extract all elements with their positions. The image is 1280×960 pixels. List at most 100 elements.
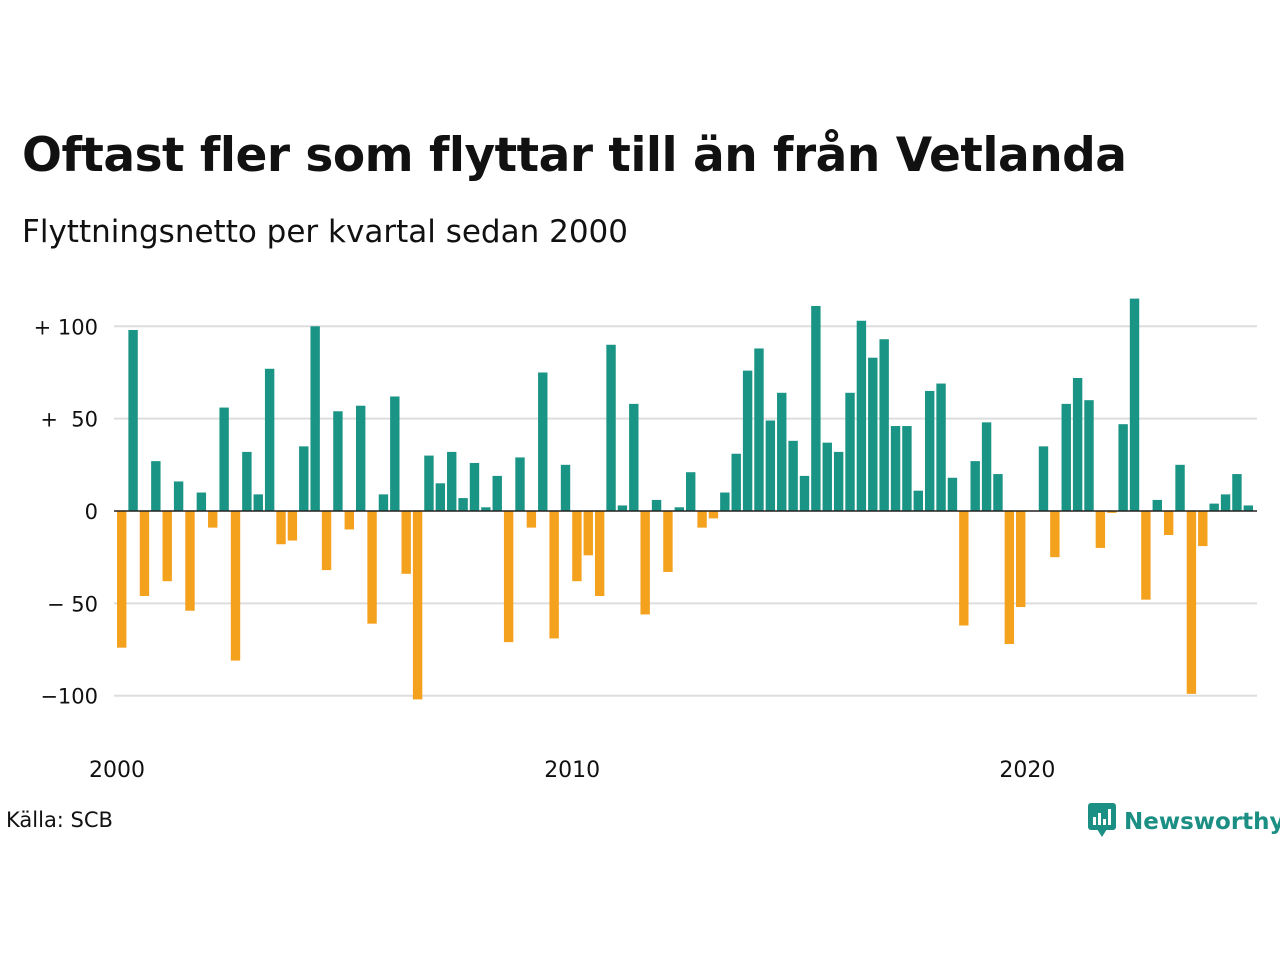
newsworthy-logo-icon [1088, 803, 1116, 841]
bar-positive [822, 442, 832, 511]
bar-negative [640, 511, 650, 615]
bar-positive [754, 348, 764, 511]
bar-positive [1175, 464, 1185, 511]
bar-positive [902, 426, 912, 511]
bar-positive [651, 499, 662, 511]
bar-negative [663, 511, 673, 572]
bar-positive [390, 396, 400, 511]
bar-positive [196, 492, 207, 511]
bar-positive [686, 472, 696, 511]
bar-positive [333, 411, 343, 511]
bar-positive [469, 462, 480, 511]
x-tick-label: 2000 [89, 758, 145, 783]
bar-positive [560, 464, 571, 511]
bar-positive [742, 370, 753, 511]
bar-positive [993, 474, 1003, 511]
bar-positive [845, 392, 855, 511]
source-note: Källa: SCB [6, 808, 113, 832]
brand-name: Newsworthy [1124, 809, 1280, 835]
bar-negative [208, 511, 218, 528]
bar-negative [230, 511, 241, 661]
bar-positive [481, 507, 491, 511]
bar-negative [549, 511, 559, 639]
bar-positive [538, 372, 548, 511]
bar-positive [731, 453, 741, 511]
bar-positive [811, 305, 821, 511]
bar-positive [378, 494, 389, 511]
bar-positive [435, 483, 446, 511]
bar-positive [856, 320, 867, 511]
bar-positive [458, 498, 468, 511]
x-tick-label: 2020 [999, 758, 1055, 783]
x-tick-label: 2010 [544, 758, 600, 783]
bar-positive [868, 357, 878, 511]
bar-negative [1050, 511, 1060, 558]
bar-positive [1084, 400, 1094, 511]
chart-title: Oftast fler som flyttar till än från Vet… [22, 128, 1127, 183]
chart-subtitle: Flyttningsnetto per kvartal sedan 2000 [22, 214, 628, 250]
bar-positive [1061, 403, 1071, 511]
bar-positive [913, 490, 923, 511]
bar-negative [1107, 511, 1117, 513]
bar-negative [139, 511, 150, 596]
bar-negative [321, 511, 332, 571]
bar-negative [412, 511, 423, 700]
y-tick-label: 0 [85, 500, 98, 524]
bar-positive [924, 390, 935, 511]
newsworthy-brand[interactable]: Newsworthy [1088, 803, 1280, 841]
bar-positive [1220, 494, 1231, 511]
bar-negative [117, 511, 127, 648]
bar-positive [515, 457, 525, 511]
bar-positive [970, 461, 980, 511]
bar-negative [276, 511, 286, 545]
bar-negative [1016, 511, 1026, 608]
bar-negative [185, 511, 195, 611]
bar-negative [1198, 511, 1208, 547]
bar-negative [708, 511, 719, 519]
bar-negative [1004, 511, 1015, 644]
bar-positive [720, 492, 730, 511]
y-tick-label: + 50 [40, 408, 98, 432]
bar-positive [173, 481, 184, 511]
bar-positive [128, 329, 138, 511]
bar-negative [401, 511, 411, 574]
bar-positive [617, 505, 628, 511]
bar-negative [572, 511, 582, 582]
bar-positive [788, 440, 798, 511]
bar-negative [344, 511, 354, 530]
bar-positive [1038, 446, 1049, 511]
bar-positive [310, 326, 320, 511]
bar-positive [981, 422, 992, 511]
bar-positive [242, 451, 252, 511]
bar-negative [594, 511, 605, 596]
y-tick-label: −100 [40, 685, 98, 709]
bar-positive [777, 392, 787, 511]
bar-positive [629, 403, 639, 511]
bar-positive [1209, 503, 1219, 511]
bar-negative [526, 511, 537, 528]
bar-negative [959, 511, 969, 626]
bar-positive [1118, 424, 1128, 511]
bar-negative [1163, 511, 1174, 536]
bar-positive [424, 455, 434, 511]
bar-positive [799, 475, 810, 511]
bar-positive [1129, 298, 1140, 511]
bar-positive [1232, 474, 1242, 511]
bar-positive [355, 405, 366, 511]
bar-positive [936, 383, 946, 511]
bar-negative [583, 511, 593, 556]
bar-negative [503, 511, 514, 643]
bar-positive [219, 407, 229, 511]
bar-negative [1141, 511, 1151, 600]
bar-positive [674, 507, 685, 511]
bar-positive [1072, 378, 1083, 511]
bar-positive [879, 339, 889, 511]
bar-positive [947, 477, 958, 511]
bar-positive [606, 344, 616, 511]
bar-negative [1095, 511, 1106, 548]
bar-negative [697, 511, 707, 528]
y-tick-label: − 50 [47, 592, 98, 616]
bar-positive [253, 494, 263, 511]
bar-positive [890, 426, 901, 511]
